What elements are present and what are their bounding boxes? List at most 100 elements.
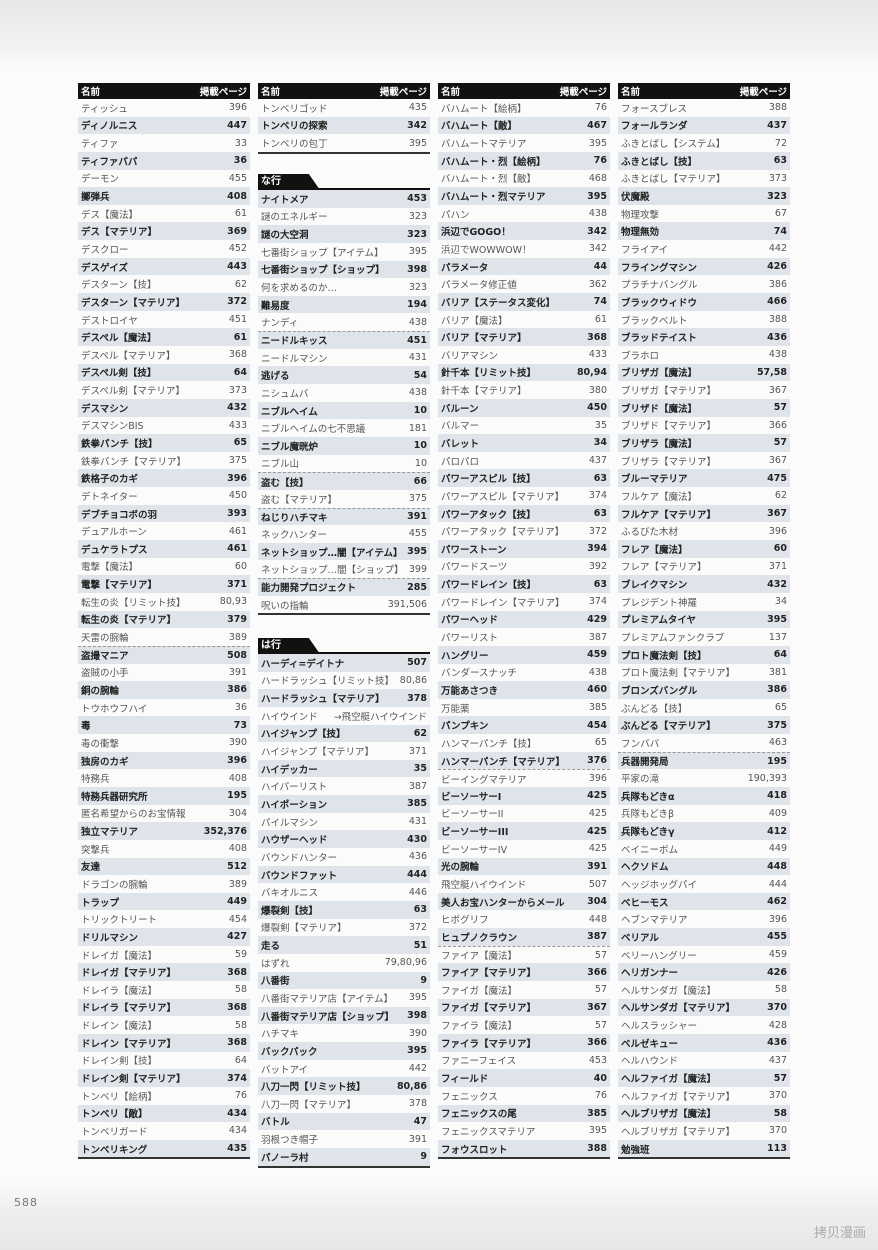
table-row: ティファパパ 36: [78, 151, 250, 170]
table-row: ハイジャンプ【マテリア】 371: [258, 742, 430, 760]
entry-name: ネットショップ…闇【アイテム】: [261, 547, 403, 559]
entry-name: トンベリキング: [81, 1144, 148, 1156]
entry-name: ふきとばし【技】: [621, 156, 698, 168]
table-row: デストロイヤ 451: [78, 311, 250, 329]
entry-name: ファイガ【マテリア】: [441, 1003, 537, 1015]
entry-page: 372: [588, 525, 607, 537]
entry-name: フライングマシン: [621, 262, 698, 274]
table-row: ヘルブリザガ【マテリア】 370: [618, 1122, 790, 1140]
entry-page: 62: [413, 727, 427, 739]
entry-name: バウンドハンター: [261, 852, 338, 864]
entry-name: ヒポグリフ: [441, 915, 489, 927]
table-row: バックパック 395: [258, 1042, 430, 1060]
entry-page: 64: [773, 649, 787, 661]
entry-page: 368: [228, 349, 247, 361]
entry-page: 387: [588, 631, 607, 643]
table-row: ディノルニス 447: [78, 116, 250, 135]
table-row: 伏魔殿 323: [618, 187, 790, 205]
entry-page: 443: [227, 261, 247, 273]
table-row: ドリルマシン 427: [78, 928, 250, 946]
table-row: ぶんどる【技】 65: [618, 699, 790, 717]
entry-name: 能力開発プロジェクト: [261, 583, 357, 595]
header-name: 名前: [81, 87, 101, 98]
entry-page: 372: [227, 296, 247, 308]
table-row: パロパロ 437: [438, 452, 610, 470]
table-row: ベリアル 455: [618, 928, 790, 946]
entry-page: 323: [407, 228, 427, 240]
table-row: ブレイクマシン 432: [618, 575, 790, 593]
entry-page: 47: [413, 1115, 427, 1127]
table-row: ビーソーサーII 425: [438, 805, 610, 823]
entry-name: 八刀一閃【マテリア】: [261, 1099, 357, 1111]
entry-page: 389: [228, 631, 247, 643]
table-row: ブラッドテイスト 436: [618, 328, 790, 346]
table-row: 毒 73: [78, 716, 250, 735]
entry-name: トンベリ【敵】: [81, 1109, 148, 1121]
entry-name: フレア【魔法】: [621, 544, 688, 556]
table-row: ベヒーモス 462: [618, 892, 790, 911]
entry-name: 七番街ショップ【ショップ】: [261, 265, 385, 277]
entry-page: 63: [593, 508, 607, 520]
entry-page: 64: [234, 1054, 247, 1066]
table-row: トンベリの包丁 395: [258, 134, 430, 152]
table-row: ブラックウィドウ 466: [618, 293, 790, 311]
entry-page: 438: [768, 349, 787, 361]
entry-page: 425: [587, 790, 607, 802]
entry-name: 謎の大空洞: [261, 230, 309, 242]
entry-page: 447: [227, 119, 247, 131]
entry-name: 美人お宝ハンターからメール: [441, 897, 565, 909]
entry-page: 425: [587, 825, 607, 837]
entry-page: 446: [408, 886, 427, 898]
table-row: バレット 34: [438, 434, 610, 452]
entry-name: ビーイングマテリア: [441, 774, 527, 786]
table-header: 名前 掲載ページ: [438, 83, 610, 99]
table-row: ドレイン剣【技】 64: [78, 1052, 250, 1070]
entry-name: デス【魔法】: [81, 209, 139, 221]
entry-name: トウホウフハイ: [81, 703, 148, 715]
entry-name: フェニックスの尾: [441, 1109, 517, 1121]
entry-name: ブリザド【魔法】: [621, 403, 698, 415]
table-row: 羽根つき帽子 391: [258, 1130, 430, 1148]
table-row: 盗賊の小手 391: [78, 664, 250, 682]
entry-name: ブリザラ【魔法】: [621, 438, 698, 450]
table-row: デブチョコボの羽 393: [78, 504, 250, 523]
entry-page: 62: [234, 278, 247, 290]
entry-name: 物理無効: [621, 227, 660, 239]
entry-page: 73: [233, 719, 247, 731]
entry-page: 62: [774, 490, 787, 502]
table-row: ハイウインド →飛空艇ハイウインド: [258, 707, 430, 725]
table-row: バウンドファット 444: [258, 865, 430, 884]
entry-name: 盗む【マテリア】: [261, 494, 338, 506]
entry-name: ヘルサンダガ【マテリア】: [621, 1003, 736, 1015]
table-row: トンベリの探索 342: [258, 116, 430, 135]
entry-page: 444: [768, 878, 787, 890]
entry-name: ファイガ【魔法】: [441, 985, 518, 997]
entry-page: 507: [407, 657, 427, 669]
entry-name: トンベリゴッド: [261, 103, 328, 115]
entry-name: 独房のカギ: [81, 756, 129, 768]
entry-page: 426: [767, 966, 787, 978]
entry-page: 61: [234, 208, 247, 220]
index-table: ティッシュ 396 ディノルニス 447 ティファ 33 ティファパパ 36 デーモン 455 擲弾…: [78, 99, 250, 1160]
entry-name: ブラホロ: [621, 350, 660, 362]
table-row: プロト魔法剣【マテリア】 381: [618, 664, 790, 682]
entry-name: 電撃【マテリア】: [81, 580, 158, 592]
table-row: 呪いの指輪 391,506: [258, 596, 430, 614]
entry-name: ヘルスラッシャー: [621, 1021, 698, 1033]
entry-page: 36: [234, 702, 247, 714]
entry-page: 65: [233, 437, 247, 449]
entry-name: ファイラ【マテリア】: [441, 1038, 537, 1050]
entry-page: 461: [228, 525, 247, 537]
table-row: トラップ 449: [78, 892, 250, 911]
table-row: バキオルニス 446: [258, 883, 430, 901]
entry-name: バックパック: [261, 1046, 318, 1058]
table-row: ネットショップ…闇【アイテム】 395: [258, 542, 430, 561]
table-row: パワードレイン【技】 63: [438, 575, 610, 593]
table-row: バリア【ステータス変化】 74: [438, 293, 610, 311]
entry-name: プロト魔法剣【技】: [621, 650, 707, 662]
entry-page: 391,506: [387, 599, 427, 611]
index-table: フォースブレス 388 フォールランダ 437 ふきとばし【システム】 72 ふきとばし【技…: [618, 99, 790, 1160]
table-row: ベイニーボム 449: [618, 840, 790, 858]
entry-name: 鉄拳パンチ【技】: [81, 438, 158, 450]
table-row: 難易度 194: [258, 295, 430, 314]
